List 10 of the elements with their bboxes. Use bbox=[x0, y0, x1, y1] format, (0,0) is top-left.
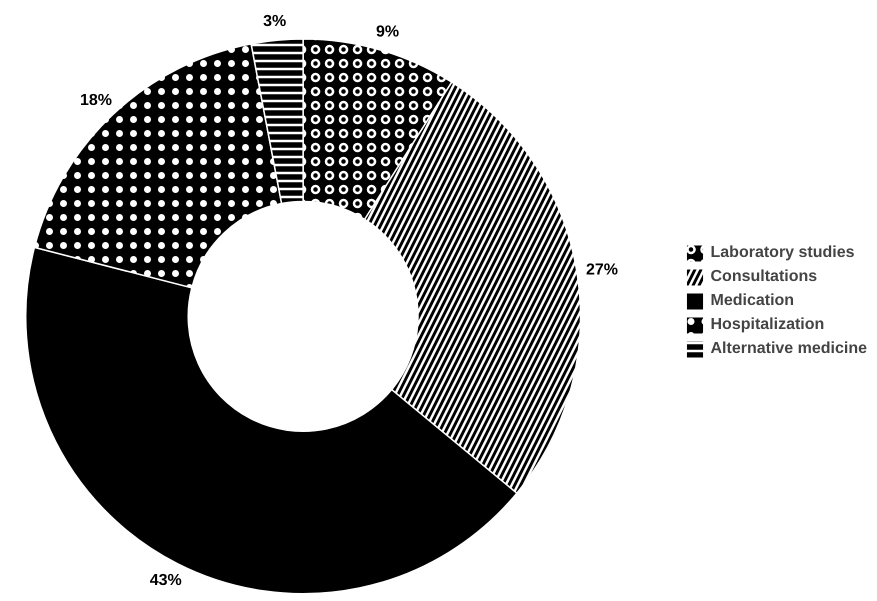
legend-label: Consultations bbox=[710, 268, 818, 286]
legend-label: Alternative medicine bbox=[710, 340, 867, 358]
data-label: 3% bbox=[263, 12, 286, 30]
data-label: 18% bbox=[80, 92, 112, 109]
legend-label: Medication bbox=[710, 292, 794, 310]
legend-label: Hospitalization bbox=[710, 316, 824, 334]
legend-label: Laboratory studies bbox=[710, 244, 855, 262]
data-label: 43% bbox=[150, 572, 182, 589]
data-label: 27% bbox=[586, 262, 618, 279]
data-label: 9% bbox=[376, 23, 400, 40]
